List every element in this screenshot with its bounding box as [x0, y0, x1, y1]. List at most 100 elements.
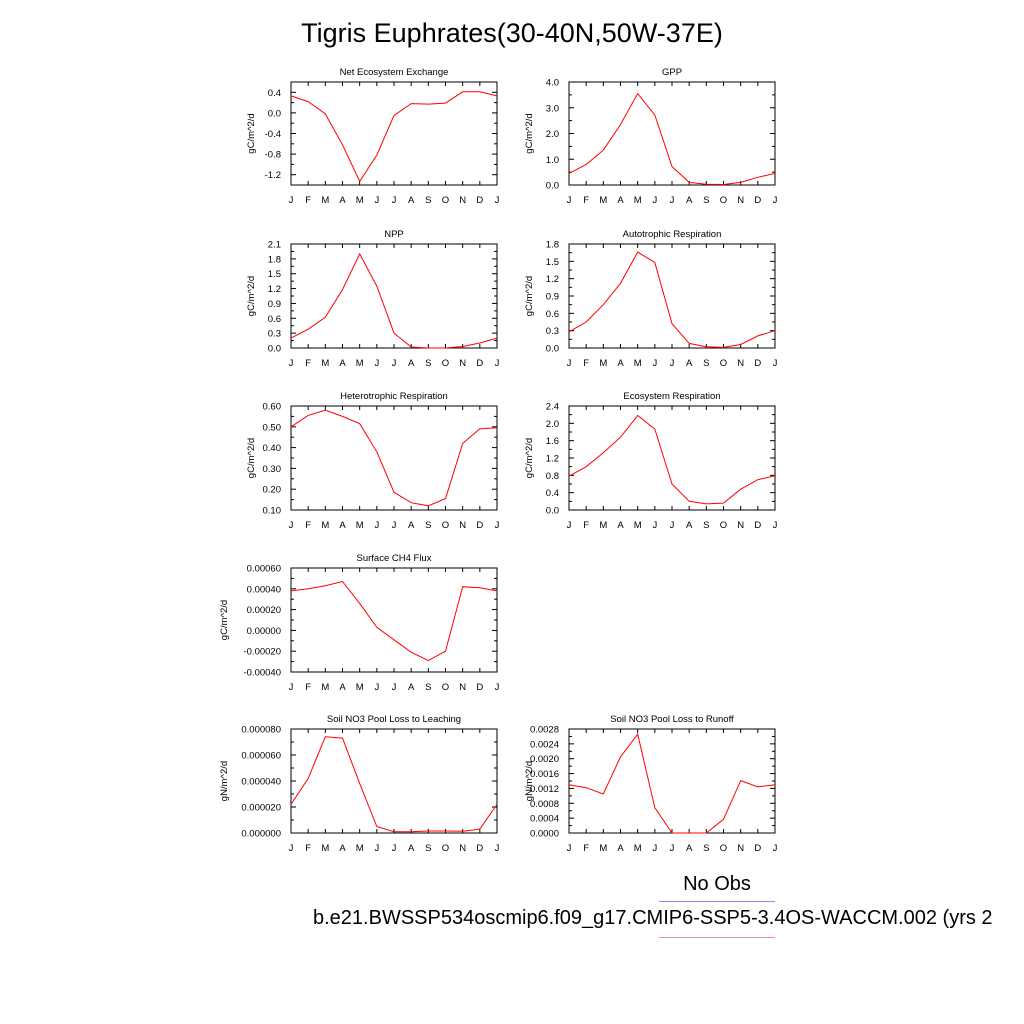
chart-2-ytick-label: 2.0 — [546, 129, 559, 140]
chart-2-xtick-label: S — [703, 195, 709, 206]
chart-9-xtick-label: D — [754, 843, 761, 854]
chart-9-series-line — [568, 733, 776, 834]
chart-4-series-line — [568, 251, 776, 348]
chart-3-ytick-label: 0.0 — [268, 344, 281, 355]
chart-5-xtick-label: J — [289, 520, 294, 531]
chart-7-ytick-label: -0.00020 — [243, 647, 281, 658]
chart-8-xtick-label: D — [476, 843, 483, 854]
chart-3-ytick-label: 2.1 — [268, 240, 281, 251]
chart-1-ytick-label: 0.4 — [268, 88, 281, 99]
chart-4-xtick-label: J — [670, 358, 675, 369]
chart-7-xtick-label: S — [425, 682, 431, 693]
chart-2-ytick-label: 4.0 — [546, 78, 559, 89]
chart-9-xtick-label: M — [599, 843, 607, 854]
chart-7-ylabel: gC/m^2/d — [219, 600, 230, 640]
chart-6-ytick-label: 2.4 — [546, 402, 559, 413]
chart-5-xtick-label: N — [459, 520, 466, 531]
chart-5-ylabel: gC/m^2/d — [246, 438, 257, 478]
chart-8-title: Soil NO3 Pool Loss to Leaching — [327, 714, 461, 725]
chart-1-xtick-label: S — [425, 195, 431, 206]
chart-1-ylabel: gC/m^2/d — [246, 113, 257, 153]
chart-4-ytick-label: 0.0 — [546, 344, 559, 355]
chart-7-ytick-label: 0.00060 — [247, 564, 281, 575]
chart-4-xtick-label: N — [737, 358, 744, 369]
chart-9-ytick-label: 0.0016 — [530, 769, 559, 780]
chart-1-xtick-label: F — [305, 195, 311, 206]
chart-5-xtick-label: M — [321, 520, 329, 531]
page-title: Tigris Euphrates(30-40N,50W-37E) — [301, 18, 723, 48]
chart-2-xtick-label: A — [617, 195, 624, 206]
chart-8-xtick-label: J — [289, 843, 294, 854]
chart-9-ytick-label: 0.0012 — [530, 784, 559, 795]
chart-4-xtick-label: A — [686, 358, 693, 369]
chart-3-ytick-label: 1.8 — [268, 254, 281, 265]
chart-1-ytick-label: -0.4 — [265, 129, 281, 140]
chart-1-xtick-label: J — [374, 195, 379, 206]
chart-6-xtick-label: N — [737, 520, 744, 531]
chart-8-xtick-label: M — [321, 843, 329, 854]
chart-3-ylabel: gC/m^2/d — [246, 276, 257, 316]
chart-6-xtick-label: J — [773, 520, 778, 531]
legend-line-case — [659, 937, 775, 938]
chart-1-xtick-label: J — [392, 195, 397, 206]
chart-2-xtick-label: M — [634, 195, 642, 206]
chart-8-xtick-label: N — [459, 843, 466, 854]
chart-8-ytick-label: 0.000060 — [241, 751, 281, 762]
chart-7-title: Surface CH4 Flux — [357, 553, 432, 564]
chart-5-xtick-label: D — [476, 520, 483, 531]
chart-6-title: Ecosystem Respiration — [623, 391, 720, 402]
chart-3-ytick-label: 1.2 — [268, 284, 281, 295]
chart-2-xtick-label: F — [583, 195, 589, 206]
chart-3-ytick-label: 0.3 — [268, 329, 281, 340]
chart-3-xtick-label: S — [425, 358, 431, 369]
chart-1-xtick-label: J — [289, 195, 294, 206]
chart-9-xtick-label: N — [737, 843, 744, 854]
chart-3-xtick-label: J — [495, 358, 500, 369]
chart-8-xtick-label: O — [442, 843, 449, 854]
chart-9-ytick-label: 0.0000 — [530, 829, 559, 840]
chart-2-xtick-label: D — [754, 195, 761, 206]
chart-8-ylabel: gN/m^2/d — [219, 761, 230, 801]
chart-5-ytick-label: 0.40 — [263, 443, 282, 454]
chart-2-xtick-label: A — [686, 195, 693, 206]
chart-5-xtick-label: J — [495, 520, 500, 531]
chart-6-xtick-label: F — [583, 520, 589, 531]
chart-5-ytick-label: 0.10 — [263, 506, 282, 517]
chart-6-ytick-label: 2.0 — [546, 419, 559, 430]
chart-2-xtick-label: J — [567, 195, 572, 206]
chart-9-xtick-label: A — [686, 843, 693, 854]
chart-5-xtick-label: J — [374, 520, 379, 531]
chart-2-ylabel: gC/m^2/d — [524, 113, 535, 153]
chart-2-title: GPP — [662, 67, 682, 78]
chart-3-ytick-label: 0.9 — [268, 299, 281, 310]
chart-4-ytick-label: 0.6 — [546, 309, 559, 320]
chart-1-title: Net Ecosystem Exchange — [340, 67, 449, 78]
chart-6-series-line — [568, 414, 776, 505]
chart-6-xtick-label: A — [686, 520, 693, 531]
chart-2-frame — [568, 81, 776, 186]
chart-4-ytick-label: 0.3 — [546, 326, 559, 337]
chart-9-xtick-label: J — [567, 843, 572, 854]
chart-6-xtick-label: J — [670, 520, 675, 531]
chart-4-ytick-label: 1.5 — [546, 257, 559, 268]
chart-8-xtick-label: M — [356, 843, 364, 854]
chart-3-ytick-label: 1.5 — [268, 269, 281, 280]
chart-8-xtick-label: A — [339, 843, 346, 854]
chart-1-frame — [290, 81, 498, 186]
chart-1-ytick-label: 0.0 — [268, 108, 281, 119]
chart-7-series-line — [290, 580, 498, 662]
chart-7-xtick-label: A — [339, 682, 346, 693]
chart-5-xtick-label: O — [442, 520, 449, 531]
chart-7-xtick-label: J — [289, 682, 294, 693]
chart-6-ytick-label: 1.6 — [546, 436, 559, 447]
chart-9-ytick-label: 0.0008 — [530, 799, 559, 810]
chart-3-ytick-label: 0.6 — [268, 314, 281, 325]
chart-3-xtick-label: J — [374, 358, 379, 369]
chart-4-xtick-label: O — [720, 358, 727, 369]
chart-3-xtick-label: A — [339, 358, 346, 369]
chart-7-xtick-label: J — [392, 682, 397, 693]
chart-7-ytick-label: 0.00000 — [247, 626, 281, 637]
chart-5-xtick-label: A — [408, 520, 415, 531]
chart-2-ytick-label: 1.0 — [546, 155, 559, 166]
